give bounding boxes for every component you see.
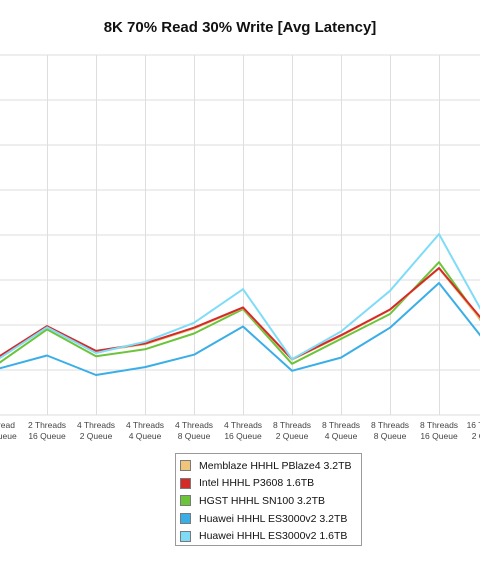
legend-label: HGST HHHL SN100 3.2TB [199, 494, 326, 507]
x-tick-label: 4 Threads 4 Queue [126, 420, 164, 441]
legend-label: Intel HHHL P3608 1.6TB [199, 477, 315, 490]
x-tick-label: 8 Threads 8 Queue [371, 420, 409, 441]
chart-legend: Memblaze HHHL PBlaze4 3.2TB Intel HHHL P… [175, 453, 362, 546]
series-line [0, 261, 480, 365]
legend-swatch [180, 530, 191, 542]
legend-label: Memblaze HHHL PBlaze4 3.2TB [199, 459, 352, 472]
x-tick-label: 8 Threads 2 Queue [273, 420, 311, 441]
x-tick-label: 8 Threads 16 Queue [420, 420, 458, 441]
series-line [0, 267, 480, 361]
legend-label: Huawei HHHL ES3000v2 1.6TB [199, 530, 348, 543]
legend-swatch [180, 513, 191, 525]
series-line [0, 282, 480, 376]
x-tick-label: 4 Threads 16 Queue [224, 420, 262, 441]
legend-swatch [180, 460, 191, 472]
legend-item: Memblaze HHHL PBlaze4 3.2TB [180, 457, 361, 475]
legend-item: Intel HHHL P3608 1.6TB [180, 475, 361, 493]
series-line [0, 267, 480, 361]
legend-label: Huawei HHHL ES3000v2 3.2TB [199, 512, 348, 525]
legend-swatch [180, 477, 191, 489]
legend-item: Huawei HHHL ES3000v2 3.2TB [180, 510, 361, 528]
legend-item: Huawei HHHL ES3000v2 1.6TB [180, 527, 361, 545]
x-tick-label: 1 Thread16 Queue [0, 420, 17, 441]
x-tick-label: 8 Threads 4 Queue [322, 420, 360, 441]
legend-item: HGST HHHL SN100 3.2TB [180, 492, 361, 510]
series-line [0, 233, 480, 361]
x-tick-label: 4 Threads 2 Queue [77, 420, 115, 441]
x-tick-label: 2 Threads 16 Queue [28, 420, 66, 441]
legend-swatch [180, 495, 191, 507]
chart-title: 8K 70% Read 30% Write [Avg Latency] [103, 19, 377, 36]
x-tick-label: 4 Threads 8 Queue [175, 420, 213, 441]
